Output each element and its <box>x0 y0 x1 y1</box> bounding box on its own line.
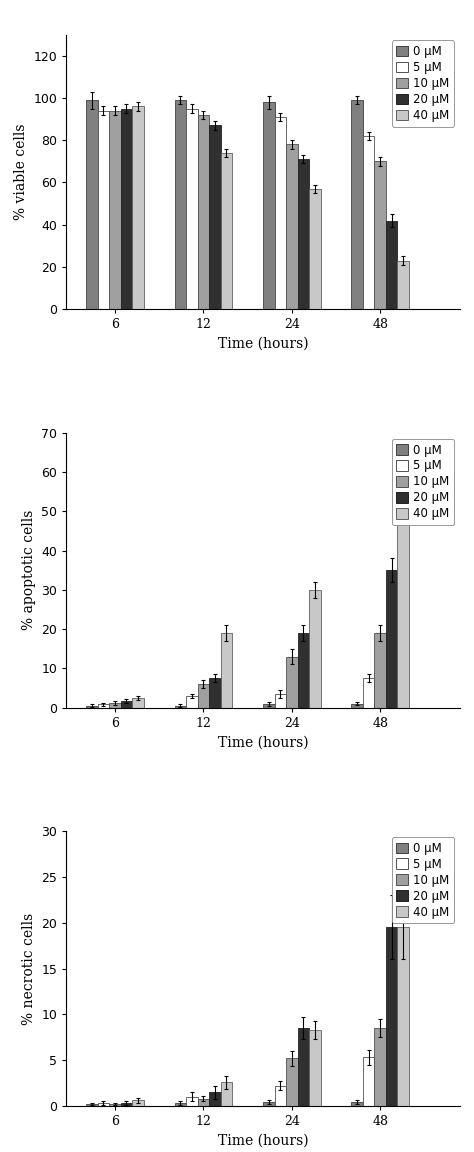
Bar <box>209 126 220 309</box>
Bar <box>121 108 132 309</box>
Bar <box>220 1082 232 1106</box>
Bar <box>374 161 386 309</box>
Bar <box>309 189 320 309</box>
Y-axis label: % necrotic cells: % necrotic cells <box>22 912 36 1024</box>
Bar <box>386 220 398 309</box>
Bar <box>109 111 121 309</box>
Bar <box>352 100 363 309</box>
Bar <box>198 684 209 707</box>
Bar <box>374 1028 386 1106</box>
Bar <box>132 1100 144 1106</box>
Bar <box>263 103 274 309</box>
Bar <box>309 590 320 707</box>
Legend: 0 μM, 5 μM, 10 μM, 20 μM, 40 μM: 0 μM, 5 μM, 10 μM, 20 μM, 40 μM <box>392 40 454 127</box>
Bar <box>174 1104 186 1106</box>
Bar <box>109 1104 121 1106</box>
Bar <box>209 679 220 707</box>
Bar <box>352 704 363 707</box>
Bar <box>286 144 298 309</box>
X-axis label: Time (hours): Time (hours) <box>218 1134 309 1147</box>
Bar <box>98 111 109 309</box>
Bar <box>363 679 374 707</box>
Bar <box>352 1102 363 1106</box>
Bar <box>186 1097 198 1106</box>
Legend: 0 μM, 5 μM, 10 μM, 20 μM, 40 μM: 0 μM, 5 μM, 10 μM, 20 μM, 40 μM <box>392 838 454 924</box>
Bar <box>209 1092 220 1106</box>
Bar <box>121 1104 132 1106</box>
Bar <box>109 703 121 707</box>
Bar <box>220 634 232 707</box>
Bar <box>398 500 409 707</box>
Bar <box>121 700 132 707</box>
Bar <box>363 1058 374 1106</box>
Bar <box>298 634 309 707</box>
Bar <box>274 1086 286 1106</box>
Bar <box>132 106 144 309</box>
Bar <box>263 705 274 707</box>
Bar <box>198 115 209 309</box>
Bar <box>286 657 298 707</box>
Bar <box>198 1099 209 1106</box>
Bar <box>186 696 198 707</box>
Bar <box>386 570 398 707</box>
Y-axis label: % viable cells: % viable cells <box>14 123 28 220</box>
Bar <box>86 100 98 309</box>
Bar <box>98 705 109 707</box>
X-axis label: Time (hours): Time (hours) <box>218 336 309 351</box>
Bar <box>298 1028 309 1106</box>
Bar <box>263 1102 274 1106</box>
Bar <box>286 1059 298 1106</box>
Bar <box>174 706 186 707</box>
Y-axis label: % apoptotic cells: % apoptotic cells <box>22 510 36 630</box>
Bar <box>186 108 198 309</box>
Bar <box>398 260 409 309</box>
Bar <box>132 698 144 707</box>
Bar <box>98 1104 109 1106</box>
Bar <box>220 153 232 309</box>
Bar <box>86 706 98 707</box>
Bar <box>386 927 398 1106</box>
Bar <box>309 1030 320 1106</box>
Bar <box>298 159 309 309</box>
Bar <box>174 100 186 309</box>
Bar <box>86 1104 98 1106</box>
Bar <box>274 118 286 309</box>
Bar <box>363 136 374 309</box>
X-axis label: Time (hours): Time (hours) <box>218 735 309 749</box>
Bar <box>398 927 409 1106</box>
Bar <box>374 634 386 707</box>
Legend: 0 μM, 5 μM, 10 μM, 20 μM, 40 μM: 0 μM, 5 μM, 10 μM, 20 μM, 40 μM <box>392 439 454 525</box>
Bar <box>274 694 286 707</box>
